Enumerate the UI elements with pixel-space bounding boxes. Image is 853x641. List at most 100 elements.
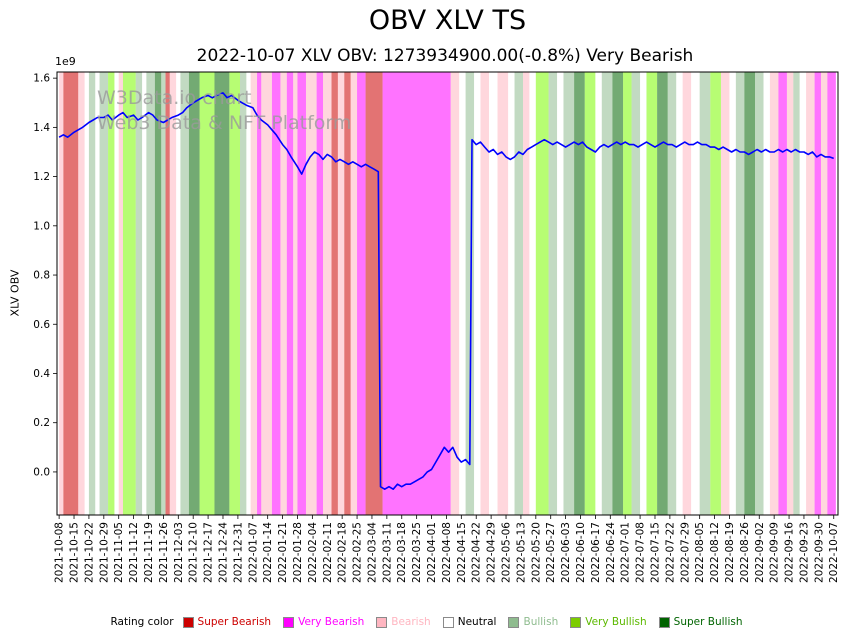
rating-band-bearish: [250, 72, 258, 515]
rating-band-very_bullish: [646, 72, 658, 515]
y-tick-label: 1.2: [33, 171, 50, 183]
rating-band-super_bearish: [63, 72, 79, 515]
y-tick-label: 1.4: [33, 122, 50, 134]
y-tick-label: 0.0: [33, 466, 50, 478]
legend-swatch-neutral: [442, 616, 454, 628]
rating-band-bearish: [323, 72, 332, 515]
watermark-tagline: Web3 Data & NFT Platform: [97, 112, 352, 134]
rating-band-bullish: [465, 72, 475, 515]
rating-band-very_bearish: [257, 72, 262, 515]
x-tick-label: 2021-11-26: [158, 522, 170, 583]
rating-band-neutral: [557, 72, 564, 515]
rating-band-bullish: [146, 72, 155, 515]
rating-band-very_bearish: [271, 72, 281, 515]
rating-band-super_bullish: [154, 72, 162, 515]
rating-band-super_bullish: [188, 72, 200, 515]
rating-band-very_bullish: [584, 72, 596, 515]
x-tick-label: 2021-12-17: [203, 522, 215, 583]
x-tick-label: 2022-10-07: [828, 522, 840, 583]
legend-item-neutral: Neutral: [442, 616, 497, 628]
y-tick-label: 1.0: [33, 220, 50, 232]
legend-swatch-very_bearish: [283, 616, 295, 628]
y-axis-offset-label: 1e9: [55, 55, 76, 68]
rating-band-bearish: [450, 72, 460, 515]
rating-band-bullish: [240, 72, 247, 515]
x-tick-label: 2021-12-31: [232, 522, 244, 583]
x-tick-label: 2022-05-20: [530, 522, 542, 583]
rating-band-bearish: [820, 72, 828, 515]
x-tick-label: 2022-02-25: [352, 522, 364, 583]
legend-swatch-very_bullish: [570, 616, 582, 628]
x-tick-label: 2022-07-29: [679, 522, 691, 583]
legend-label-bearish: Bearish: [391, 616, 431, 628]
x-tick-label: 2022-05-13: [515, 522, 527, 583]
x-tick-label: 2022-08-26: [739, 522, 751, 583]
x-tick-label: 2021-10-29: [98, 522, 110, 583]
x-tick-label: 2022-04-15: [456, 522, 468, 583]
rating-band-very_bearish: [297, 72, 306, 515]
rating-band-bearish: [806, 72, 815, 515]
x-tick-label: 2022-04-22: [471, 522, 483, 583]
rating-band-bullish: [755, 72, 764, 515]
y-tick-label: 0.4: [33, 368, 50, 380]
rating-band-super_bearish: [344, 72, 351, 515]
y-tick-label: 0.8: [33, 270, 50, 282]
x-tick-label: 2021-12-03: [173, 522, 185, 583]
x-tick-label: 2021-12-24: [217, 522, 229, 583]
x-tick-label: 2022-07-15: [649, 522, 661, 583]
x-tick-label: 2022-01-21: [277, 522, 289, 583]
x-tick-label: 2022-03-18: [396, 522, 408, 583]
rating-band-bullish: [99, 72, 109, 515]
rating-band-neutral: [142, 72, 147, 515]
rating-band-neutral: [114, 72, 119, 515]
x-tick-label: 2021-11-05: [113, 522, 125, 583]
x-tick-label: 2021-10-15: [69, 522, 81, 583]
x-tick-label: 2022-03-11: [381, 522, 393, 583]
x-tick-label: 2022-06-10: [575, 522, 587, 583]
rating-band-neutral: [640, 72, 647, 515]
rating-band-neutral: [508, 72, 515, 515]
rating-band-bullish: [180, 72, 189, 515]
rating-band-bearish: [280, 72, 287, 515]
x-tick-label: 2022-09-30: [813, 522, 825, 583]
rating-band-super_bearish: [165, 72, 170, 515]
rating-band-neutral: [246, 72, 251, 515]
rating-band-bearish: [720, 72, 730, 515]
rating-band-bullish: [161, 72, 166, 515]
legend-swatch-super_bullish: [658, 616, 670, 628]
plot-border: [56, 71, 839, 516]
obv-line: [58, 92, 834, 491]
x-tick-label: 2021-11-12: [128, 522, 140, 583]
rating-band-very_bullish: [229, 72, 241, 515]
rating-band-bullish: [793, 72, 800, 515]
x-tick-label: 2022-09-23: [798, 522, 810, 583]
rating-band-neutral: [529, 72, 536, 515]
legend-title: Rating color: [110, 616, 174, 628]
x-tick-label: 2022-09-02: [754, 522, 766, 583]
rating-band-bullish: [548, 72, 558, 515]
legend-label-very_bullish: Very Bullish: [585, 616, 647, 628]
x-tick-label: 2022-01-28: [292, 522, 304, 583]
rating-band-bullish: [514, 72, 524, 515]
rating-band-super_bullish: [574, 72, 585, 515]
rating-band-bearish: [497, 72, 509, 515]
x-tick-label: 2022-06-03: [560, 522, 572, 583]
x-tick-label: 2022-07-08: [635, 522, 647, 583]
y-tick-label: 1.6: [33, 73, 50, 85]
legend-swatch-bullish: [508, 616, 520, 628]
rating-legend: Rating color Super Bearish Very Bearish Be…: [0, 616, 853, 628]
rating-band-super_bullish: [214, 72, 230, 515]
x-tick-label: 2022-04-08: [441, 522, 453, 583]
x-tick-label: 2021-12-10: [188, 522, 200, 583]
legend-item-very_bearish: Very Bearish: [283, 616, 364, 628]
x-tick-label: 2021-11-19: [143, 522, 155, 583]
x-tick-label: 2022-07-01: [620, 522, 632, 583]
rating-band-bearish: [480, 72, 489, 515]
rating-band-very_bullish: [108, 72, 115, 515]
chart-subtitle: 2022-10-07 XLV OBV: 1273934900.00(-0.8%)…: [196, 46, 694, 66]
legend-label-neutral: Neutral: [457, 616, 497, 628]
rating-band-very_bullish: [623, 72, 632, 515]
x-tick-label: 2022-05-27: [545, 522, 557, 583]
legend-item-super_bullish: Super Bullish: [658, 616, 743, 628]
